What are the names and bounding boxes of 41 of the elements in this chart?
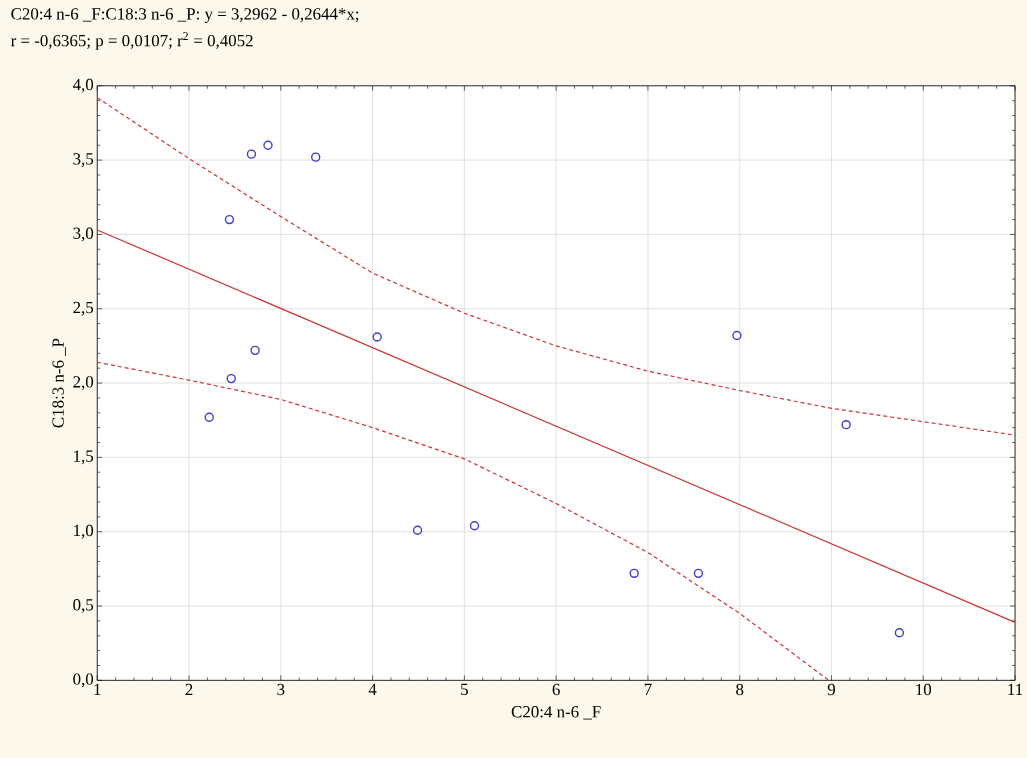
y-tick-label: 4,0 xyxy=(72,78,94,93)
point xyxy=(732,330,742,341)
x-tick-label: 7 xyxy=(644,683,652,695)
y-tick-label: 1,0 xyxy=(74,524,94,539)
line-series xyxy=(97,361,830,681)
point xyxy=(246,149,257,159)
y-axis-title: C18:3 n-6 _P xyxy=(52,338,66,428)
x-tick-label: 9 xyxy=(827,683,836,696)
point xyxy=(311,152,321,162)
point xyxy=(841,419,851,430)
x-tick-label: 8 xyxy=(736,683,744,696)
point xyxy=(204,412,214,422)
y-tick-label: 1,5 xyxy=(74,450,94,465)
y-tick-label: 0,5 xyxy=(73,599,94,613)
x-tick-label: 1 xyxy=(94,683,101,695)
y-tick-label: 2,5 xyxy=(73,301,94,316)
point xyxy=(894,628,905,638)
point xyxy=(226,373,236,384)
x-tick-label: 10 xyxy=(916,683,932,696)
chart-title: C20:4 n-6 _F:C18:3 n-6 _P: y = 3,2962 - 0,2644*x; xyxy=(11,8,359,23)
point xyxy=(412,525,423,535)
x-tick-label: 4 xyxy=(368,683,377,695)
chart-subtitle: r = -0,6365; p = 0,0107; r$^{2}$ = 0,4052 xyxy=(11,32,253,50)
x-tick-label: 5 xyxy=(461,683,468,696)
point xyxy=(629,568,639,578)
point xyxy=(372,332,382,342)
x-tick-label: 3 xyxy=(277,683,285,696)
x-tick-label: 2 xyxy=(185,683,193,695)
point xyxy=(469,520,480,531)
point xyxy=(263,140,273,150)
point xyxy=(250,345,260,355)
x-tick-label: 6 xyxy=(552,683,560,696)
line-series xyxy=(97,97,1016,436)
y-tick-label: 3,5 xyxy=(73,153,94,167)
y-tick-label: 3,0 xyxy=(73,227,94,242)
y-tick-label: 0,0 xyxy=(73,673,94,688)
x-axis-title: C20:4 n-6 _F xyxy=(511,705,601,720)
point xyxy=(224,214,235,225)
x-tick-label: 11 xyxy=(1008,683,1023,695)
point xyxy=(693,568,704,578)
y-tick-label: 2,0 xyxy=(73,376,94,390)
